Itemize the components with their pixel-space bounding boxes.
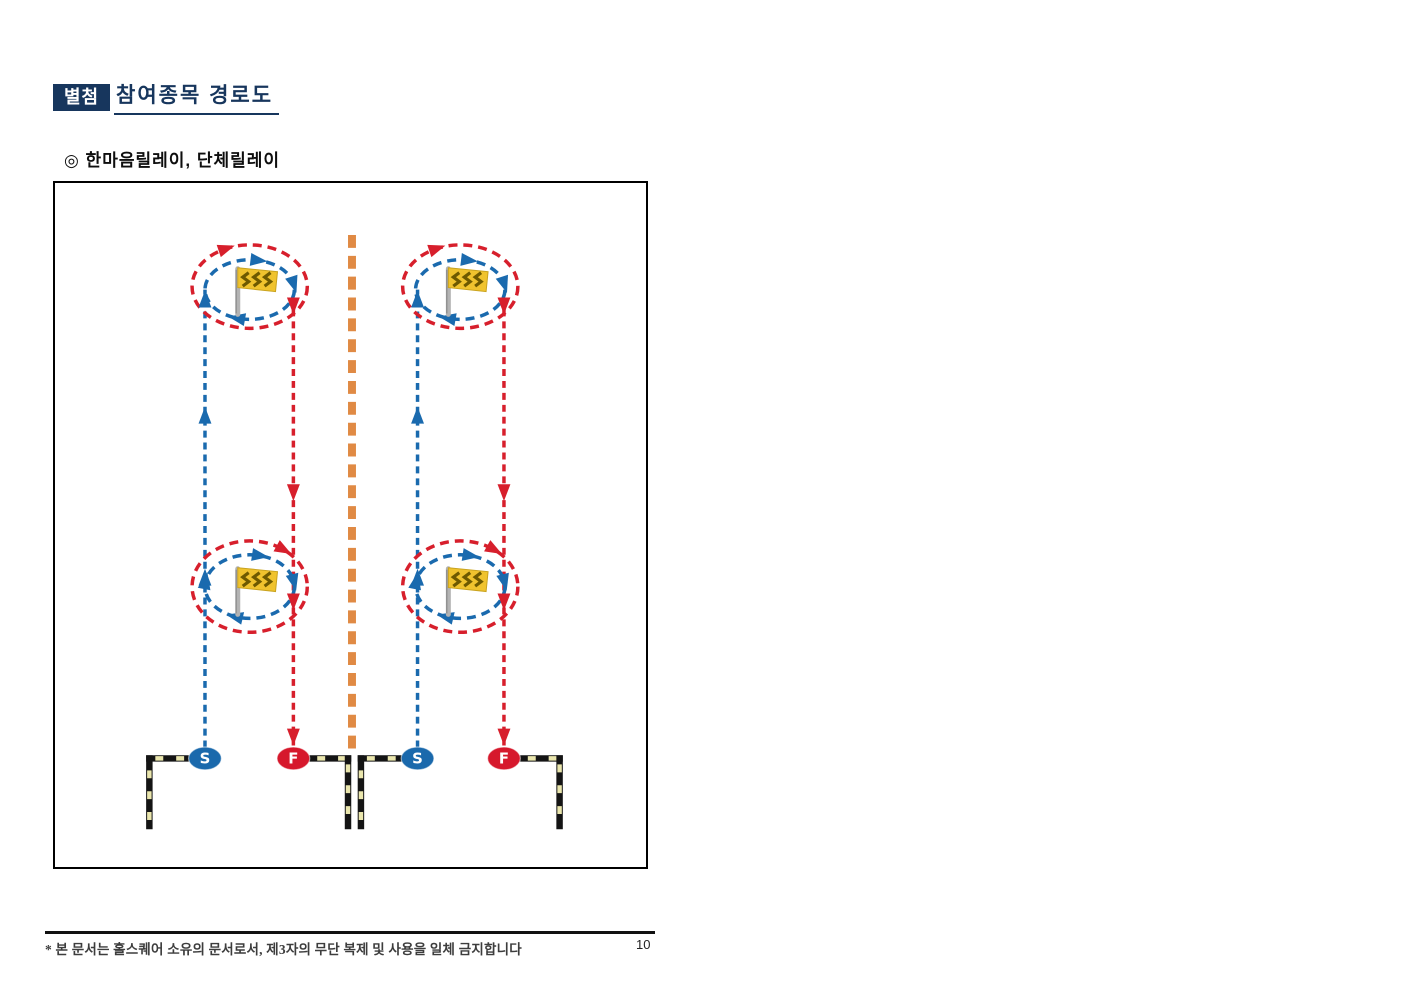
flag-chevron bbox=[261, 271, 274, 288]
direction-arrow-icon bbox=[286, 297, 300, 315]
page-number: 10 bbox=[636, 937, 651, 952]
flag-chevron bbox=[251, 571, 263, 588]
direction-arrow-icon bbox=[273, 540, 292, 554]
start-marker bbox=[187, 746, 222, 771]
footer-note: * 본 문서는 홀스퀘어 소유의 문서로서, 제3자의 무단 복제 및 사용을 … bbox=[45, 942, 522, 957]
direction-arrow-icon bbox=[285, 572, 299, 591]
direction-arrow-icon bbox=[198, 290, 212, 308]
flag-chevron bbox=[450, 571, 462, 588]
direction-arrow-icon bbox=[286, 484, 300, 502]
direction-arrow-icon bbox=[216, 244, 235, 258]
flag-chevron bbox=[261, 571, 274, 588]
direction-arrow-icon bbox=[411, 568, 425, 586]
direction-arrow-icon bbox=[460, 253, 478, 266]
start-marker-label: S bbox=[412, 750, 423, 768]
direction-arrow-icon bbox=[285, 274, 298, 293]
direction-arrow-icon bbox=[198, 406, 212, 424]
finish-marker-label: F bbox=[288, 750, 298, 768]
finish-marker bbox=[486, 746, 521, 771]
turn-loop-outer bbox=[400, 243, 520, 331]
direction-arrow-icon bbox=[438, 313, 457, 326]
direction-arrow-icon bbox=[497, 728, 511, 746]
start-marker-label: S bbox=[200, 750, 211, 768]
flag-chevron bbox=[461, 271, 473, 288]
start-marker bbox=[400, 746, 435, 771]
flag-chevron bbox=[461, 571, 473, 588]
footer-divider bbox=[45, 931, 655, 934]
attachment-badge: 별첨 bbox=[53, 84, 111, 111]
flag-chevron bbox=[450, 271, 462, 288]
turn-loop-outer bbox=[190, 243, 310, 331]
turn-loop-outer bbox=[400, 539, 520, 635]
direction-arrow-icon bbox=[411, 290, 425, 308]
event-subtitle: ◎ 한마음릴레이, 단체릴레이 bbox=[64, 151, 281, 170]
direction-arrow-icon bbox=[497, 593, 511, 611]
direction-arrow-icon bbox=[286, 728, 300, 746]
flag-chevron bbox=[251, 271, 263, 288]
finish-marker bbox=[276, 746, 311, 771]
direction-arrow-icon bbox=[484, 540, 502, 554]
flag-chevron bbox=[472, 571, 484, 588]
direction-arrow-icon bbox=[461, 548, 480, 561]
direction-arrow-icon bbox=[411, 406, 425, 424]
page-title: 참여종목 경로도 bbox=[114, 83, 280, 115]
direction-arrow-icon bbox=[286, 593, 300, 611]
finish-marker-label: F bbox=[499, 750, 509, 768]
flag-chevron bbox=[240, 271, 252, 288]
direction-arrow-icon bbox=[497, 484, 511, 502]
direction-arrow-icon bbox=[251, 548, 269, 561]
direction-arrow-icon bbox=[249, 253, 268, 266]
direction-arrow-icon bbox=[228, 313, 247, 326]
direction-arrow-icon bbox=[427, 244, 446, 258]
direction-arrow-icon bbox=[436, 612, 455, 625]
direction-arrow-icon bbox=[226, 612, 245, 625]
direction-arrow-icon bbox=[198, 568, 212, 586]
turn-loop-outer bbox=[190, 539, 310, 635]
flag-chevron bbox=[472, 271, 484, 288]
direction-arrow-icon bbox=[497, 297, 511, 315]
direction-arrow-icon bbox=[495, 274, 509, 293]
flag-chevron bbox=[240, 571, 252, 588]
direction-arrow-icon bbox=[496, 572, 509, 591]
